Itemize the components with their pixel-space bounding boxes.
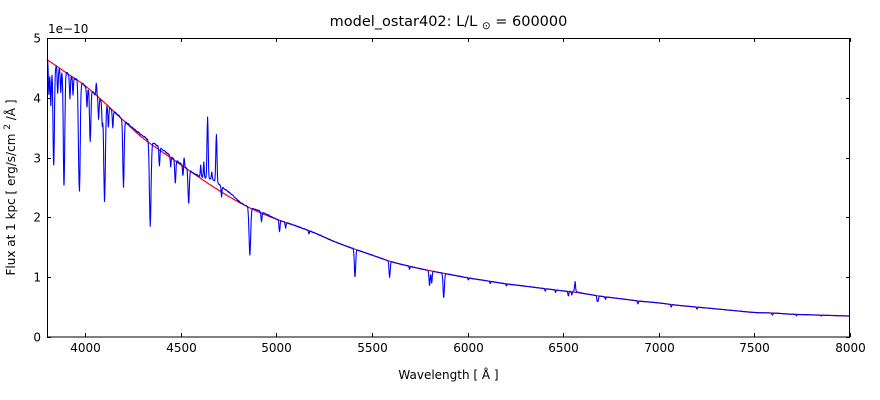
- x-tick-label: 7000: [644, 341, 675, 355]
- x-tick-label: 4000: [70, 341, 101, 355]
- y-tick-label: 0: [33, 331, 41, 345]
- y-axis-label-suffix: /Å ]: [3, 99, 18, 120]
- sun-symbol: ⊙: [482, 20, 491, 32]
- continuum-fit-line: [46, 59, 851, 317]
- y-axis-label-sup: 2: [3, 124, 13, 130]
- chart-title-main: model_ostar402: L/L: [330, 14, 478, 30]
- x-tick-label: 4500: [166, 341, 197, 355]
- x-tick-label: 8000: [835, 341, 866, 355]
- y-axis-ticks: 0 1 2 3 4 5: [33, 32, 850, 345]
- spectrum-line: [46, 58, 851, 317]
- y-tick-label: 5: [33, 32, 41, 46]
- x-tick-label: 5500: [357, 341, 388, 355]
- y-tick-label: 1: [33, 271, 41, 285]
- plot-border: [47, 38, 850, 338]
- x-tick-label: 7500: [739, 341, 770, 355]
- y-tick-label: 4: [33, 92, 41, 106]
- y-tick-label: 2: [33, 211, 41, 225]
- x-axis-ticks: 4000 4500 5000 5500 6000 6500 7000 7500 8000: [70, 38, 866, 355]
- chart-title-value: = 600000: [495, 14, 567, 30]
- y-tick-label: 3: [33, 152, 41, 166]
- y-axis-label: Flux at 1 kpc [ erg/s/cm 2 /Å ]: [0, 99, 18, 275]
- x-tick-label: 6500: [548, 341, 579, 355]
- y-axis-offset-label: 1e−10: [48, 22, 88, 36]
- y-axis-label-prefix: Flux at 1 kpc [ erg/s/cm: [4, 134, 18, 276]
- chart-title: model_ostar402: L/L ⊙ = 600000: [330, 14, 568, 33]
- x-tick-label: 5000: [261, 341, 292, 355]
- x-tick-label: 6000: [453, 341, 484, 355]
- x-axis-label: Wavelength [ Å ]: [398, 367, 498, 382]
